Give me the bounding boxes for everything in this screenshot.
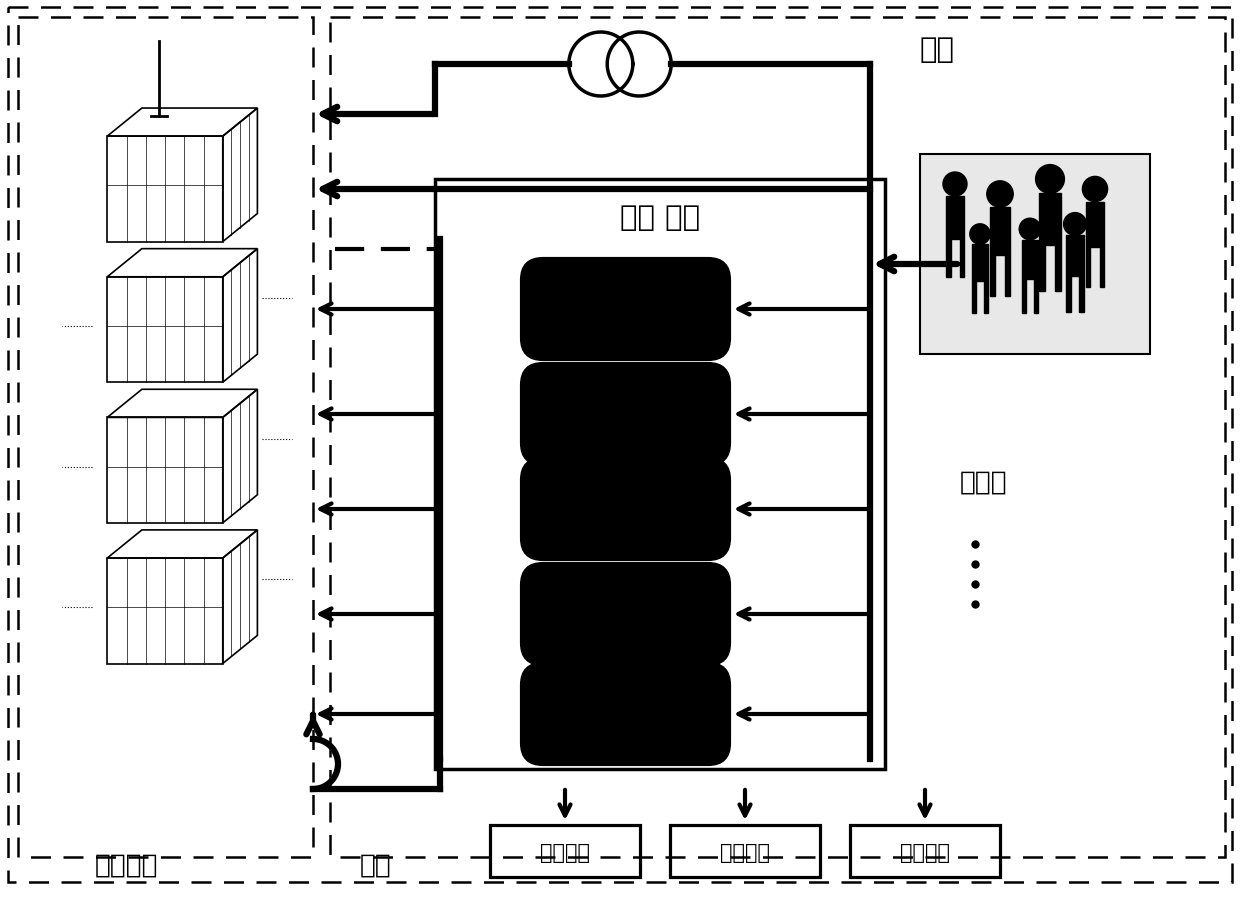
Bar [490, 825, 640, 877]
Text: 用户负荷: 用户负荷 [95, 852, 159, 878]
FancyBboxPatch shape [521, 458, 730, 560]
Bar [946, 197, 963, 240]
Polygon shape [1066, 277, 1070, 313]
Text: 储热 系统: 储热 系统 [620, 204, 701, 231]
Polygon shape [1055, 246, 1060, 292]
Bar [1039, 194, 1060, 246]
Text: 集群控制: 集群控制 [900, 842, 950, 862]
Polygon shape [972, 281, 976, 313]
Bar [1085, 202, 1105, 248]
Bar [1066, 236, 1084, 277]
Text: 发电厂: 发电厂 [960, 469, 1008, 496]
Polygon shape [960, 240, 963, 278]
FancyBboxPatch shape [521, 663, 730, 765]
Bar [19, 18, 312, 857]
Bar [849, 825, 999, 877]
Bar [920, 155, 1149, 354]
Polygon shape [1034, 279, 1038, 313]
Text: 热网: 热网 [360, 852, 392, 878]
Circle shape [970, 224, 991, 245]
Polygon shape [946, 240, 951, 278]
Bar [670, 825, 820, 877]
FancyBboxPatch shape [521, 259, 730, 361]
Bar [435, 179, 885, 769]
Bar [1022, 241, 1038, 279]
Polygon shape [990, 255, 994, 297]
Bar [330, 18, 1225, 857]
Polygon shape [983, 281, 987, 313]
Polygon shape [1004, 255, 1009, 297]
Circle shape [1064, 213, 1086, 236]
Text: 电网: 电网 [920, 36, 955, 64]
Text: 汇集控制: 汇集控制 [720, 842, 770, 862]
Circle shape [1083, 178, 1107, 202]
Text: 单元控制: 单元控制 [539, 842, 590, 862]
Circle shape [942, 173, 967, 197]
Polygon shape [1022, 279, 1025, 313]
Polygon shape [1085, 248, 1090, 287]
Polygon shape [1100, 248, 1105, 287]
Bar [972, 245, 987, 281]
FancyBboxPatch shape [521, 363, 730, 466]
Polygon shape [1039, 246, 1044, 292]
Bar [990, 208, 1009, 255]
Circle shape [987, 181, 1013, 208]
Circle shape [1035, 166, 1064, 194]
Polygon shape [1079, 277, 1084, 313]
Circle shape [1019, 219, 1040, 241]
FancyBboxPatch shape [521, 563, 730, 665]
